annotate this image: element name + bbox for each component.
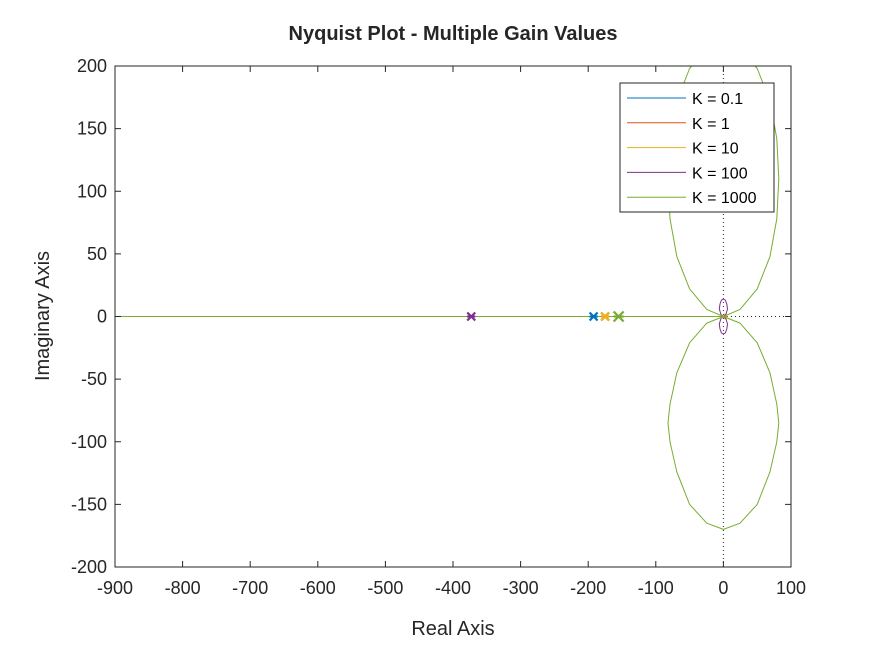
x-tick-label-1: -800 [165,578,201,598]
y-tick-label-7: 150 [77,119,107,139]
x-tick-label-3: -600 [300,578,336,598]
legend-label-2: K = 10 [692,141,739,158]
legend-label-3: K = 100 [692,165,748,182]
x-tick-label-10: 100 [776,578,806,598]
y-tick-label-2: -100 [71,432,107,452]
y-tick-label-8: 200 [77,56,107,76]
x-axis-label: Real Axis [411,618,494,640]
y-tick-label-6: 100 [77,181,107,201]
y-axis-label: Imaginary Axis [32,251,54,381]
y-tick-label-1: -150 [71,494,107,514]
legend-label-1: K = 1 [692,116,730,133]
x-tick-labels: -900 -800 -700 -600 -500 -400 -300 -200 -100 0 100 [97,578,806,598]
x-tick-label-8: -100 [638,578,674,598]
y-tick-label-4: 0 [97,307,107,327]
x-tick-label-9: 0 [718,578,728,598]
x-tick-label-0: -900 [97,578,133,598]
x-tick-label-6: -300 [503,578,539,598]
y-tick-label-3: -50 [81,369,107,389]
x-tick-label-4: -500 [367,578,403,598]
chart-title: Nyquist Plot - Multiple Gain Values [289,23,618,45]
legend-label-4: K = 1000 [692,190,757,207]
legend: K = 0.1 K = 1 K = 10 K = 100 K = 1000 [620,83,774,212]
y-tick-labels: -200 -150 -100 -50 0 50 100 150 200 [71,56,107,577]
y-tick-label-5: 50 [87,244,107,264]
x-tick-label-7: -200 [570,578,606,598]
y-tick-label-0: -200 [71,557,107,577]
x-tick-label-2: -700 [232,578,268,598]
x-tick-label-5: -400 [435,578,471,598]
legend-label-0: K = 0.1 [692,91,743,108]
